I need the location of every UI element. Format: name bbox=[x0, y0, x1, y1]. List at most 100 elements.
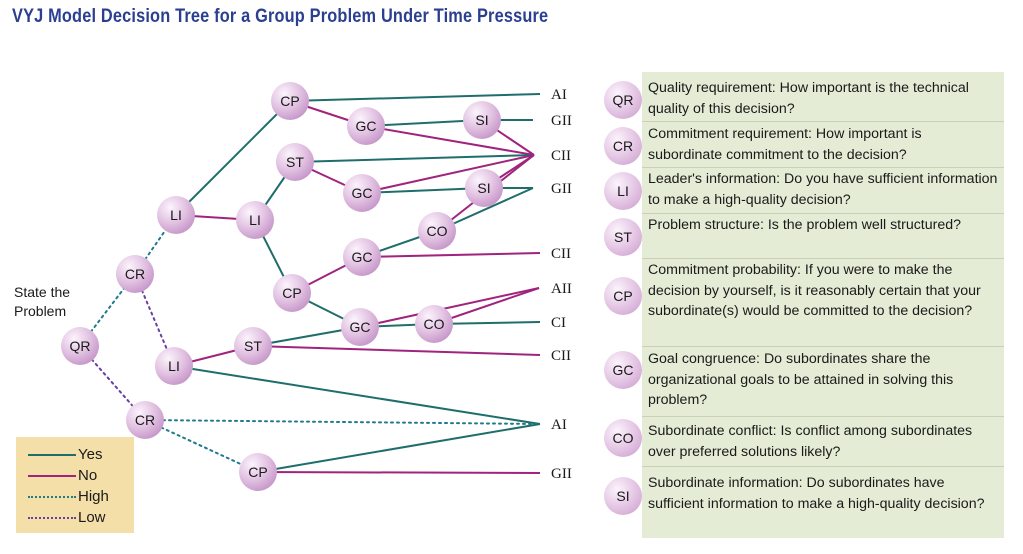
abbreviation-definition: Subordinate conflict: Is conflict among … bbox=[648, 423, 973, 460]
node-cp2: CP bbox=[273, 274, 311, 312]
abbreviation-badge: CR bbox=[604, 127, 642, 165]
edge-no-gc4-to-o_aii bbox=[359, 287, 540, 328]
outcome-label-ai: AI bbox=[551, 417, 567, 433]
node-circle bbox=[234, 327, 272, 365]
node-label: CO bbox=[427, 223, 448, 239]
outcome-label-gii: GII bbox=[551, 181, 572, 197]
node-circle bbox=[239, 453, 277, 491]
node-circle bbox=[271, 82, 309, 120]
legend-label: High bbox=[78, 488, 109, 505]
node-gc1: GC bbox=[347, 107, 385, 145]
node-label: LI bbox=[170, 207, 182, 223]
node-si2: SI bbox=[465, 169, 503, 207]
legend-item-no: No bbox=[16, 466, 134, 486]
node-circle bbox=[343, 174, 381, 212]
abbreviation-definition: Problem structure: Is the problem well s… bbox=[648, 217, 962, 233]
node-circle bbox=[276, 143, 314, 181]
node-cr2: CR bbox=[126, 401, 164, 439]
node-cp3: CP bbox=[239, 453, 277, 491]
node-circle bbox=[341, 308, 379, 346]
edge-no-cp3-to-o_gii3 bbox=[257, 471, 541, 474]
abbreviation-definition: Subordinate information: Do subordinates… bbox=[648, 475, 985, 512]
legend-label: No bbox=[78, 467, 98, 484]
legend-item-low: Low bbox=[16, 508, 134, 528]
legend-swatch-no bbox=[28, 475, 76, 477]
panel-divider bbox=[642, 258, 1004, 259]
panel-divider bbox=[642, 121, 1004, 122]
abbreviation-badge: CP bbox=[604, 277, 642, 315]
abbreviation-panel bbox=[642, 72, 1004, 538]
abbreviation-badge: GC bbox=[604, 351, 642, 389]
node-label: GC bbox=[352, 249, 373, 265]
abbreviation-definition: Goal congruence: Do subordinates share t… bbox=[648, 351, 954, 409]
node-circle bbox=[61, 327, 99, 365]
legend-swatch-yes bbox=[28, 454, 76, 456]
abbreviation-badge: LI bbox=[604, 172, 642, 210]
node-label: LI bbox=[168, 358, 180, 374]
legend-item-high: High bbox=[16, 487, 134, 507]
node-gc3: GC bbox=[343, 238, 381, 276]
node-circle bbox=[347, 107, 385, 145]
node-label: LI bbox=[249, 212, 261, 228]
node-circle bbox=[155, 347, 193, 385]
node-label: QR bbox=[70, 338, 91, 354]
node-label: ST bbox=[286, 154, 304, 170]
node-label: ST bbox=[244, 338, 262, 354]
node-label: CP bbox=[282, 285, 301, 301]
panel-divider bbox=[642, 466, 1004, 467]
node-st2: ST bbox=[234, 327, 272, 365]
node-li2: LI bbox=[236, 201, 274, 239]
outcomes-layer: AI GII CII GII CII AII CI CII AI GII bbox=[551, 87, 572, 482]
node-co1: CO bbox=[418, 212, 456, 250]
panel-divider bbox=[642, 167, 1004, 168]
node-co2: CO bbox=[415, 305, 453, 343]
node-circle bbox=[273, 274, 311, 312]
node-label: CP bbox=[248, 464, 267, 480]
abbreviation-badge: SI bbox=[604, 477, 642, 515]
node-label: CO bbox=[424, 316, 445, 332]
edge-no-st2-to-o_cii3 bbox=[252, 345, 541, 356]
edge-yes-gc1-to-si1 bbox=[365, 119, 483, 127]
abbreviation-badge: CO bbox=[604, 419, 642, 457]
outcome-label-aii: AII bbox=[551, 281, 572, 297]
legend-swatch-high bbox=[28, 496, 76, 498]
node-circle bbox=[236, 201, 274, 239]
edge-high-cr2-to-o_ai2 bbox=[144, 419, 541, 425]
node-label: CR bbox=[135, 412, 155, 428]
node-circle bbox=[415, 305, 453, 343]
outcome-label-gii: GII bbox=[551, 466, 572, 482]
outcome-label-gii: GII bbox=[551, 113, 572, 129]
legend-swatch-low bbox=[28, 517, 76, 519]
node-label: CP bbox=[280, 93, 299, 109]
edge-low-qr-to-cr2 bbox=[79, 345, 146, 421]
node-circle bbox=[157, 196, 195, 234]
node-cr1: CR bbox=[116, 255, 154, 293]
node-li1: LI bbox=[157, 196, 195, 234]
node-circle bbox=[343, 238, 381, 276]
abbreviation-badge: QR bbox=[604, 81, 642, 119]
node-li3: LI bbox=[155, 347, 193, 385]
abbreviation-definition: Quality requirement: How important is th… bbox=[648, 80, 969, 117]
node-circle bbox=[465, 169, 503, 207]
outcome-label-ci: CI bbox=[551, 315, 566, 331]
node-st1: ST bbox=[276, 143, 314, 181]
outcome-label-cii: CII bbox=[551, 246, 571, 262]
node-circle bbox=[418, 212, 456, 250]
edge-no-gc1-to-o_cii1 bbox=[365, 125, 535, 156]
start-label: State the Problem bbox=[14, 284, 71, 319]
edge-no-gc3-to-o_cii2 bbox=[361, 252, 541, 258]
node-label: GC bbox=[350, 319, 371, 335]
edge-yes-cp1-to-o_ai1 bbox=[289, 93, 541, 102]
diagram-title: VYJ Model Decision Tree for a Group Prob… bbox=[12, 6, 549, 27]
node-gc2: GC bbox=[343, 174, 381, 212]
node-label: SI bbox=[475, 112, 488, 128]
legend: Yes No High Low bbox=[16, 437, 134, 533]
outcome-label-cii: CII bbox=[551, 348, 571, 364]
nodes-layer: QR CR CR LI LI LI CP CP CP ST ST GC GC GC GC SI SI CO CO bbox=[61, 82, 503, 491]
node-label: SI bbox=[477, 180, 490, 196]
legend-label: Low bbox=[78, 509, 106, 526]
node-cp1: CP bbox=[271, 82, 309, 120]
outcome-label-cii: CII bbox=[551, 148, 571, 164]
panel-divider bbox=[642, 213, 1004, 214]
